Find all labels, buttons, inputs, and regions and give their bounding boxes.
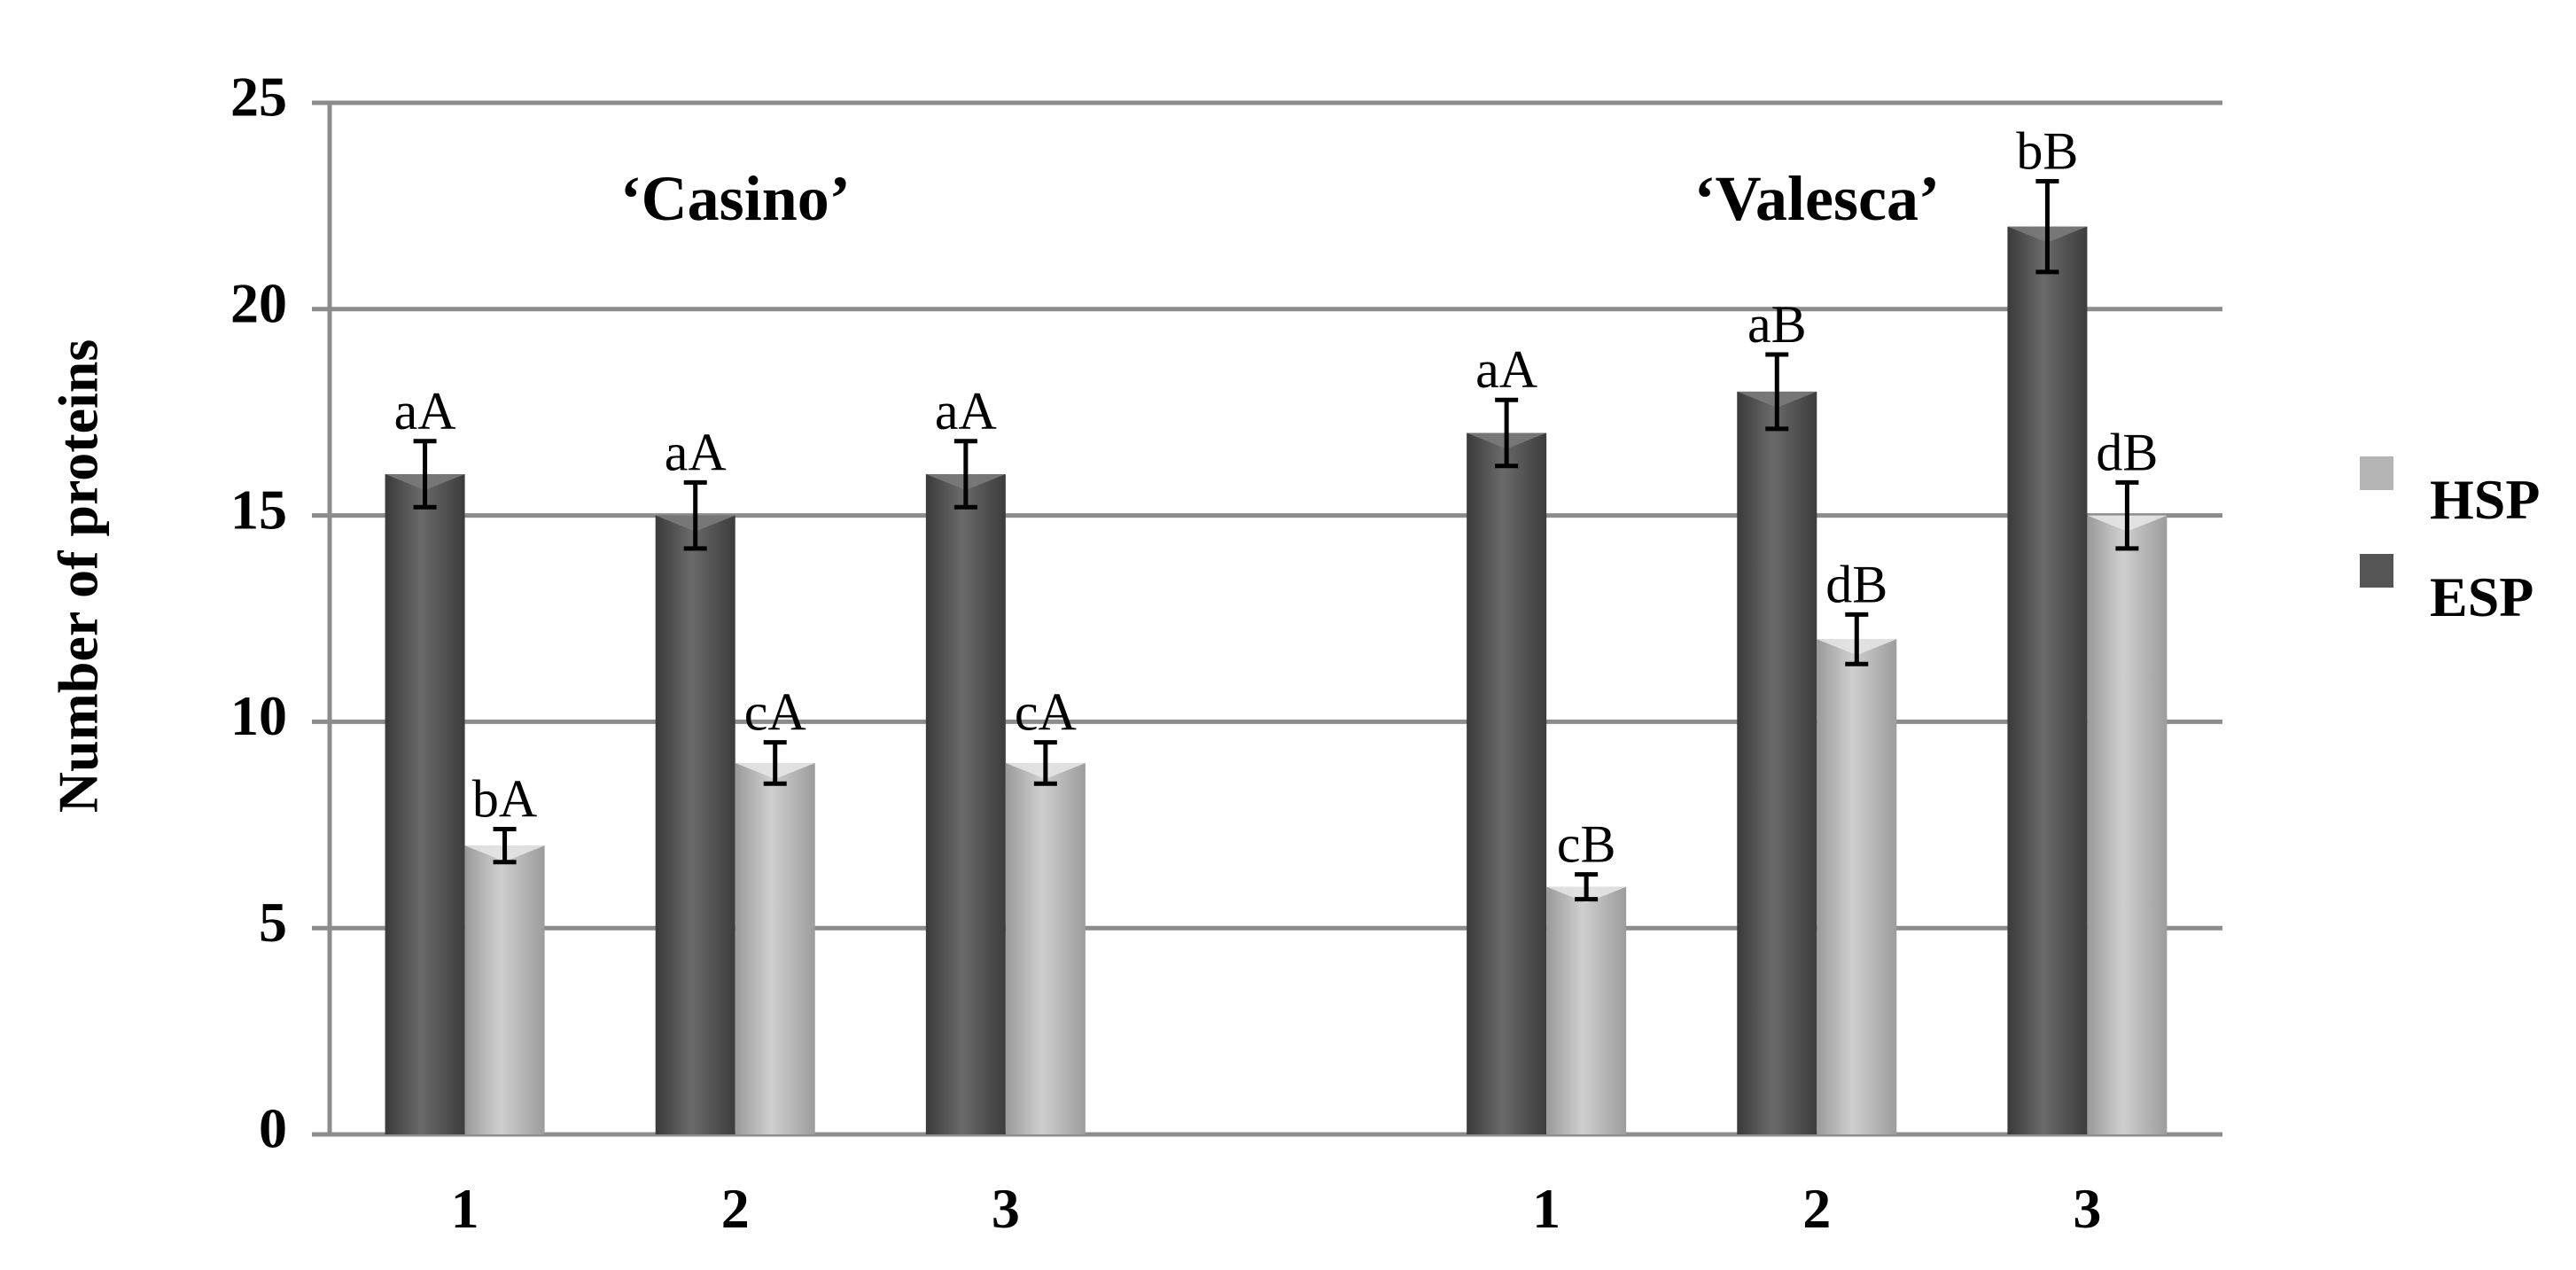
data-label: aA [394,382,456,440]
data-labels: aA bA aA cA aA cA aA cB aB dB bB dB [394,121,2159,873]
bar-esp [385,474,465,1134]
error-bars [413,178,2139,902]
group-label: ‘Valesca’ [1694,163,1940,234]
legend-label-esp: ESP [2430,565,2533,628]
bar-esp [925,474,1006,1134]
y-tick-label: 5 [259,891,287,954]
bar-hsp [1546,886,1627,1134]
legend-swatch-esp [2360,554,2393,588]
bar-hsp [464,845,545,1134]
group-label: ‘Casino’ [620,163,851,234]
data-label: aB [1747,295,1807,354]
data-label: aA [1475,340,1537,399]
y-tick-label: 15 [230,478,287,541]
data-label: aA [935,382,997,440]
data-label: bA [472,769,537,828]
axes: 0 5 10 15 20 25 1 2 3 1 2 3 ‘Casino’ ‘Valesca’ [230,66,2101,1240]
y-tick-label: 25 [230,66,287,129]
x-tick-label: 2 [1802,1177,1831,1240]
bar-esp [1467,432,1547,1135]
gridlines [330,100,2222,1137]
bar-hsp [1005,762,1086,1134]
bar-hsp [2087,515,2167,1134]
x-tick-label: 2 [721,1177,750,1240]
bar-esp [2007,226,2088,1135]
data-label: bB [2016,121,2078,180]
y-tick-label: 0 [259,1097,287,1160]
legend: HSP ESP [2360,456,2540,628]
data-label: cA [744,683,806,742]
data-label: dB [2096,423,2158,481]
data-label: dB [1825,555,1887,613]
x-tick-label: 1 [451,1177,479,1240]
y-axis-label: Number of proteins [47,339,110,814]
y-tick-label: 20 [230,271,287,334]
bar-esp [1737,391,1817,1134]
data-label: cA [1015,683,1077,742]
data-label: aA [665,423,727,481]
legend-swatch-hsp [2360,456,2393,490]
data-label: cB [1557,815,1616,874]
y-tick-label: 10 [230,684,287,747]
x-tick-label: 3 [2073,1177,2101,1240]
bar-hsp [735,762,815,1134]
bar-hsp [1817,639,1897,1134]
legend-label-hsp: HSP [2430,468,2540,531]
bars [385,226,2167,1135]
x-tick-label: 1 [1532,1177,1560,1240]
x-tick-label: 3 [992,1177,1020,1240]
bar-esp [655,515,735,1134]
